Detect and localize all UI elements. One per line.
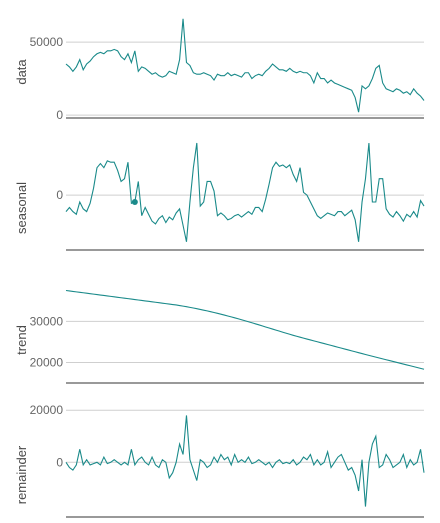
panel-trend-tick-0: 20000 [30,355,64,369]
panel-seasonal-label: seasonal [14,182,29,234]
panel-data: data 0 50000 [14,18,425,122]
panel-data-tick-1: 50000 [30,35,64,49]
panel-seasonal-highlight-point[interactable] [131,198,138,205]
panel-remainder-label: remainder [14,445,29,504]
panel-trend-label: trend [14,325,29,355]
panel-data-tick-0: 0 [56,108,63,122]
panel-remainder: remainder 0 20000 [14,403,425,518]
panel-seasonal-series-line [65,142,425,242]
panel-data-series-line [65,18,425,113]
panel-seasonal-tick-0: 0 [56,188,63,202]
panel-remainder-series-line [65,415,425,507]
panel-remainder-tick-1: 20000 [30,403,64,417]
panel-data-label: data [14,59,29,85]
panel-trend-series-line [65,289,425,370]
panel-seasonal: seasonal 0 [14,142,425,251]
panel-remainder-tick-0: 0 [56,455,63,469]
panel-trend: trend 20000 30000 [14,289,425,384]
panel-trend-tick-1: 30000 [30,314,64,328]
